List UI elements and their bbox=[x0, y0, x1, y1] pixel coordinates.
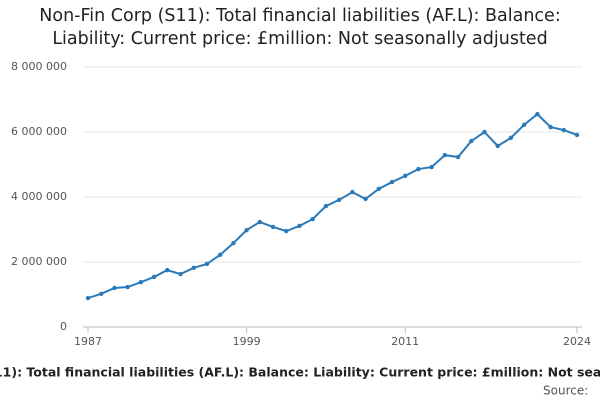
point bbox=[495, 143, 500, 149]
point bbox=[482, 129, 487, 135]
point bbox=[204, 261, 210, 267]
point bbox=[85, 295, 91, 301]
point bbox=[257, 219, 263, 225]
line bbox=[87, 112, 578, 300]
point bbox=[165, 267, 170, 273]
y-tick-label: 0 bbox=[60, 320, 67, 333]
point bbox=[376, 186, 381, 192]
point bbox=[151, 274, 157, 280]
point bbox=[521, 122, 527, 128]
point bbox=[336, 197, 342, 203]
point bbox=[297, 223, 302, 229]
point bbox=[244, 227, 249, 233]
point bbox=[323, 203, 329, 209]
point bbox=[310, 216, 315, 222]
x-tick-label: 2024 bbox=[563, 335, 591, 348]
point bbox=[138, 279, 144, 285]
chart-title: Non-Fin Corp (S11): Total financial liab… bbox=[39, 6, 561, 49]
y-tick-label: 4 000 000 bbox=[11, 190, 67, 203]
point bbox=[416, 166, 421, 172]
point bbox=[178, 271, 183, 277]
point bbox=[389, 179, 395, 185]
point bbox=[191, 265, 196, 271]
point bbox=[535, 111, 540, 117]
y-tick-label: 2 000 000 bbox=[11, 255, 67, 268]
y-tick-label: 8 000 000 bbox=[11, 60, 67, 73]
point bbox=[217, 252, 223, 258]
point bbox=[99, 291, 104, 297]
point bbox=[429, 164, 434, 170]
y-tick-label: 6 000 000 bbox=[11, 125, 67, 138]
point bbox=[284, 228, 289, 234]
point bbox=[125, 284, 130, 290]
point bbox=[270, 224, 276, 230]
point bbox=[402, 173, 408, 179]
point bbox=[350, 189, 355, 195]
point bbox=[231, 240, 236, 246]
point bbox=[574, 132, 580, 138]
x-tick-label: 2011 bbox=[391, 335, 419, 348]
point bbox=[455, 154, 461, 160]
legend-label: Non-Fin Corp (S11): Total financial liab… bbox=[0, 365, 600, 380]
point bbox=[508, 135, 514, 141]
point bbox=[442, 152, 448, 158]
point bbox=[561, 127, 566, 133]
point bbox=[112, 285, 117, 291]
source: Source: bbox=[543, 384, 588, 398]
point bbox=[548, 124, 553, 130]
x-tick-label: 1999 bbox=[233, 335, 261, 348]
point bbox=[363, 196, 368, 202]
point bbox=[469, 138, 474, 144]
x-tick-label: 1987 bbox=[74, 335, 102, 348]
